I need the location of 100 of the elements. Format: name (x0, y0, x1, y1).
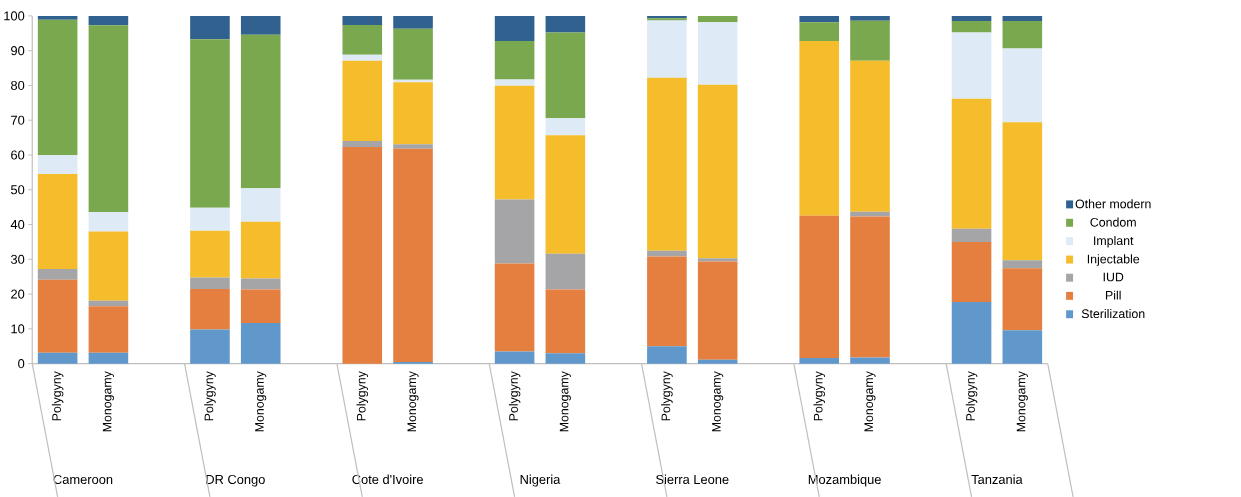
y-tick-label: 10 (11, 324, 25, 334)
bar (697, 15, 738, 22)
x-tick-label: Monogamy (1016, 370, 1028, 432)
bar (545, 134, 586, 254)
bar (799, 40, 840, 216)
bar (1002, 330, 1043, 364)
bar (545, 117, 586, 135)
x-tick-label: Polygyny (204, 370, 216, 421)
bar (1002, 122, 1043, 261)
bar (799, 357, 840, 364)
text: Sierra Leone (656, 474, 729, 484)
bar (342, 24, 383, 55)
text: Mozambique (808, 474, 881, 487)
bar (545, 15, 586, 33)
bar (240, 15, 281, 35)
x-tick-label: Monogamy (407, 370, 419, 432)
bar (494, 40, 535, 80)
bar (1002, 48, 1043, 123)
legend-label: Sterilization (1081, 308, 1145, 318)
x-tick-label: Monogamy (712, 370, 724, 432)
bar (951, 32, 992, 99)
bar (494, 199, 535, 264)
bar (850, 60, 890, 212)
legend-label: Injectable (1087, 254, 1140, 266)
y-tick-label: 90 (11, 45, 25, 56)
bar (647, 250, 687, 257)
bar (850, 211, 890, 217)
bar (37, 279, 78, 353)
bar (190, 207, 230, 231)
x-tick-label: Monogamy (255, 370, 267, 432)
y-tick-label: 40 (10, 219, 25, 229)
bar (1002, 260, 1043, 269)
x-tick-label: Polygyny (661, 370, 673, 421)
y-tick-label: 30 (10, 254, 25, 264)
bar (951, 241, 992, 302)
y-tick-label: 100 (4, 11, 25, 21)
bar (37, 155, 78, 174)
bar (393, 82, 433, 145)
bar (342, 15, 383, 25)
x-tick-label: Monogamy (559, 370, 571, 432)
y-tick-label: 70 (11, 115, 25, 125)
bar (494, 15, 535, 41)
bar (799, 21, 840, 41)
bar (545, 253, 586, 290)
x-tick-label: Polygyny (508, 370, 521, 421)
bar (647, 346, 687, 364)
bar (799, 215, 840, 358)
bar (697, 359, 738, 364)
bar (240, 289, 281, 323)
bar (1002, 15, 1043, 21)
text: DR Congo (206, 474, 265, 487)
bar (88, 15, 129, 26)
bar (1002, 20, 1043, 49)
legend-label: Other modern (1075, 198, 1151, 209)
bar (494, 85, 535, 200)
y-tick-label: 60 (11, 150, 25, 160)
bar (240, 221, 281, 279)
bar (240, 322, 281, 364)
legend-label: Implant (1094, 235, 1134, 248)
bar (647, 256, 687, 347)
bar (951, 20, 992, 33)
bar (342, 60, 383, 141)
bar (190, 230, 230, 278)
bar (37, 268, 78, 280)
bar (697, 261, 738, 360)
bar (545, 289, 586, 354)
bar (647, 20, 687, 78)
text: Cote d'Ivoire (352, 474, 423, 484)
bar (393, 148, 433, 362)
x-tick-label: Polygyny (965, 370, 978, 421)
bar (190, 329, 230, 364)
text: Pill (1105, 290, 1121, 300)
bar (190, 39, 230, 208)
bar (37, 15, 78, 20)
bar (494, 79, 535, 86)
bar (393, 28, 433, 80)
bar (799, 15, 840, 22)
bar (951, 98, 992, 229)
x-tick-label: Polygyny (356, 370, 369, 421)
bar (393, 144, 433, 149)
bar (1002, 268, 1043, 331)
bar (697, 258, 738, 262)
bar (37, 19, 78, 156)
bar (342, 54, 383, 61)
text: IUD (1103, 272, 1124, 282)
bar (88, 25, 129, 213)
bar (342, 146, 383, 364)
y-tick-label: 50 (10, 185, 25, 195)
bar (190, 288, 230, 330)
y-tick-label: 20 (11, 289, 25, 299)
x-tick-label: Monogamy (102, 370, 114, 432)
bar (545, 353, 586, 364)
bar (240, 188, 281, 222)
bar (342, 140, 383, 147)
bar (190, 277, 230, 289)
bar (850, 357, 890, 364)
bar (393, 15, 433, 29)
bar (494, 263, 535, 352)
bar (697, 21, 738, 85)
bar (240, 278, 281, 290)
